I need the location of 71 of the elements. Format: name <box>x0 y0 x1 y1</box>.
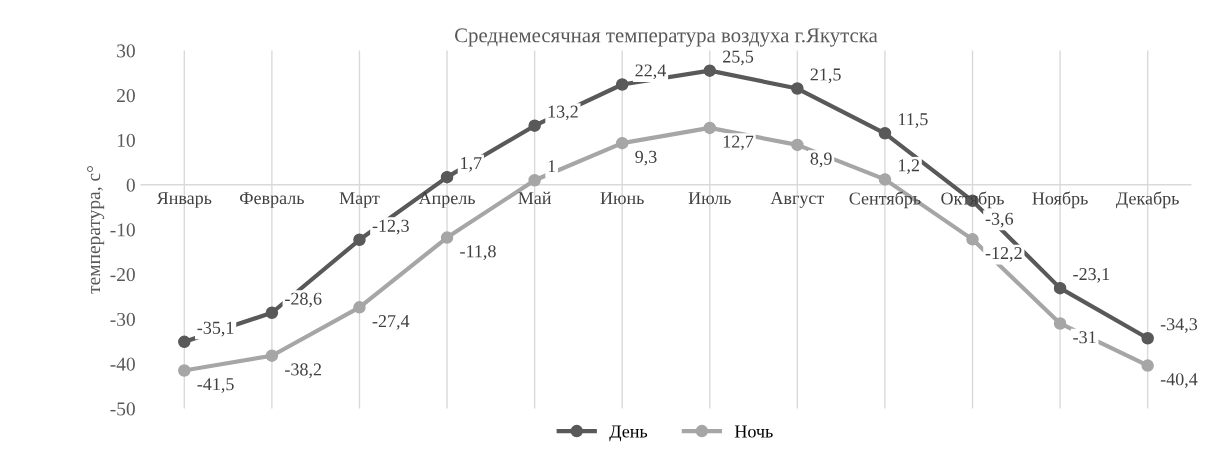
point <box>703 64 717 77</box>
data-label: 1,7 <box>461 157 482 172</box>
y-tick-label: -10 <box>110 223 135 237</box>
x-tick-label: Март <box>339 192 380 208</box>
data-label: -40,4 <box>1160 373 1198 388</box>
data-label: -3,6 <box>985 212 1014 228</box>
data-label: -31 <box>1073 331 1096 344</box>
data-label: -27,4 <box>372 315 410 330</box>
x-tick-label: Ноябрь <box>1032 191 1088 209</box>
y-tick-label: -40 <box>110 357 135 371</box>
y-tick-label: 0 <box>126 178 135 192</box>
point <box>791 82 804 95</box>
data-label: 11,5 <box>899 113 928 128</box>
data-label: 8,9 <box>810 152 832 168</box>
y-tick-label: 10 <box>117 133 135 147</box>
point <box>440 170 454 184</box>
x-tick-label: Апрель <box>418 192 475 208</box>
point <box>265 349 279 362</box>
data-label: -38,2 <box>285 363 322 379</box>
point <box>178 364 191 377</box>
point <box>615 78 629 91</box>
x-tick-label: Июнь <box>600 192 644 205</box>
data-label: 9,3 <box>635 150 657 166</box>
point <box>353 301 366 314</box>
legend-label: Ночь <box>734 425 773 438</box>
point <box>1141 331 1154 345</box>
point <box>878 173 892 186</box>
data-label: 13,2 <box>548 105 578 121</box>
data-label: -41,5 <box>197 378 234 393</box>
point <box>265 306 279 319</box>
point <box>528 174 541 187</box>
data-label: 22,4 <box>635 64 667 80</box>
point <box>966 233 979 246</box>
legend-label: День <box>609 425 648 442</box>
x-tick-label: Июль <box>688 192 731 205</box>
point <box>1141 359 1154 372</box>
data-label: 1 <box>548 160 556 173</box>
y-axis-title: температура, с° <box>87 166 105 294</box>
data-label: -11,8 <box>460 245 496 260</box>
point <box>528 119 541 132</box>
point <box>791 138 804 152</box>
data-label: -35,1 <box>197 321 234 337</box>
x-tick-label: Май <box>518 191 552 205</box>
data-label: 12,7 <box>723 135 754 151</box>
data-label: 1,2 <box>899 159 920 174</box>
point <box>178 335 191 349</box>
x-tick-label: Август <box>770 192 825 208</box>
point <box>353 233 366 247</box>
point <box>878 127 892 140</box>
data-label: -34,3 <box>1160 318 1198 333</box>
chart-title: Среднемесячная температура воздуха г.Якутска <box>455 28 878 47</box>
point <box>1053 317 1067 330</box>
data-label: -12,3 <box>372 219 409 235</box>
point <box>440 231 454 244</box>
point <box>615 136 629 150</box>
y-tick-label: 30 <box>117 44 135 58</box>
data-label: 21,5 <box>810 68 841 84</box>
point <box>1053 281 1067 295</box>
y-tick-label: -30 <box>110 312 135 326</box>
x-tick-label: Декабрь <box>1116 191 1179 209</box>
x-tick-label: Февраль <box>240 192 304 208</box>
data-label: -28,6 <box>285 292 322 308</box>
x-tick-label: Январь <box>156 192 212 208</box>
data-label: -12,2 <box>985 247 1022 262</box>
data-label: 25,5 <box>723 50 754 66</box>
data-label: -23,1 <box>1073 268 1110 283</box>
x-tick-label: Сентябрь <box>849 191 921 209</box>
y-tick-label: -20 <box>110 268 135 282</box>
y-tick-label: -50 <box>110 402 135 416</box>
y-tick-label: 20 <box>117 89 135 103</box>
point <box>703 121 717 135</box>
